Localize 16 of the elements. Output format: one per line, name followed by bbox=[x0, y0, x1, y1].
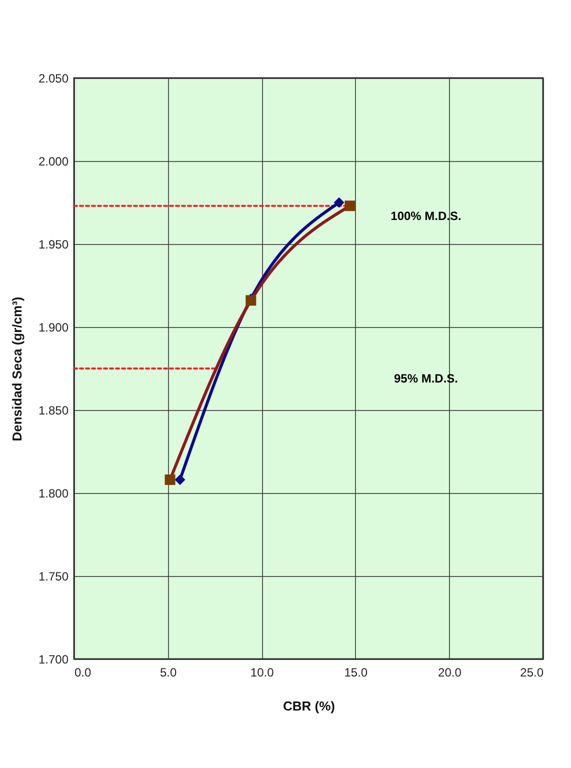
x-tick-label: 0.0 bbox=[74, 666, 92, 680]
y-tick-label: 1.700 bbox=[38, 652, 69, 666]
x-tick-label: 15.0 bbox=[344, 666, 368, 680]
y-tick-label: 1.950 bbox=[38, 238, 69, 252]
x-tick-label: 25.0 bbox=[520, 666, 544, 680]
y-tick-label: 1.750 bbox=[38, 570, 69, 584]
x-axis-title: CBR (%) bbox=[283, 698, 335, 714]
x-tick-label: 5.0 bbox=[160, 666, 177, 680]
y-tick-label: 2.000 bbox=[38, 154, 69, 168]
y-axis-title: Densidad Seca (gr/cm³) bbox=[9, 296, 24, 442]
x-tick-label: 10.0 bbox=[250, 666, 274, 680]
y-tick-label: 1.800 bbox=[38, 486, 69, 500]
y-tick-label: 2.050 bbox=[38, 72, 69, 86]
y-tick-label: 1.850 bbox=[38, 404, 69, 418]
x-tick-label: 20.0 bbox=[438, 666, 462, 680]
y-tick-label: 1.900 bbox=[38, 320, 69, 334]
